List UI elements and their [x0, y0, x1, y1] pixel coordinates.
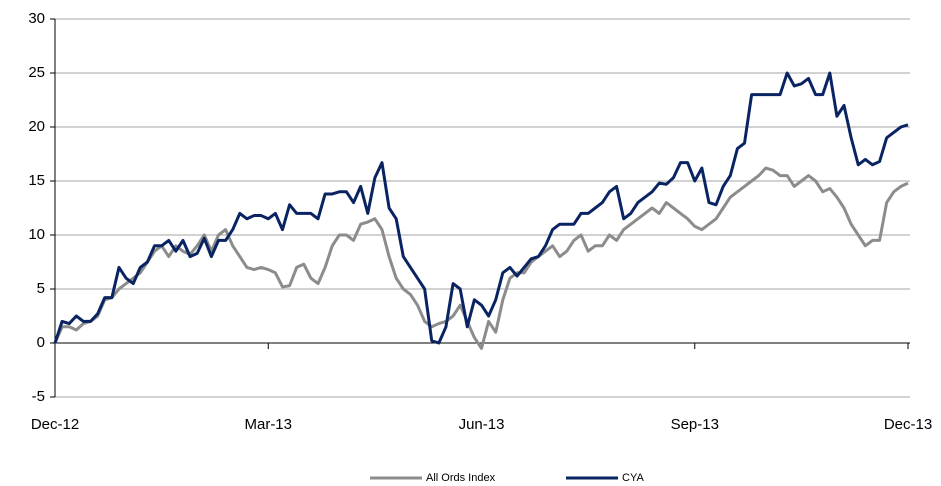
y-tick-label: 15	[28, 172, 45, 189]
x-tick-label: Mar-13	[244, 416, 292, 433]
series-line	[53, 166, 909, 350]
legend-label: CYA	[622, 472, 644, 484]
legend-label: All Ords Index	[426, 472, 496, 484]
x-tick-label: Dec-13	[884, 416, 932, 433]
y-tick-label: -5	[32, 388, 45, 405]
x-tick-label: Jun-13	[459, 416, 505, 433]
y-tick-label: 30	[28, 10, 45, 27]
y-tick-label: 10	[28, 226, 45, 243]
y-tick-label: 0	[37, 334, 45, 351]
legend: All Ords Index CYA	[370, 472, 644, 484]
x-tick-label: Sep-13	[671, 416, 719, 433]
y-tick-label: 5	[37, 280, 45, 297]
y-tick-label: 25	[28, 64, 45, 81]
series-line	[53, 71, 909, 345]
y-tick-label: 20	[28, 118, 45, 135]
x-tick-label: Dec-12	[31, 416, 79, 433]
lines	[53, 71, 909, 350]
axes: -5 0 5 10 15 20 25 30 Dec-12 Mar-13 Jun-13 Sep-13 De…	[28, 10, 932, 433]
